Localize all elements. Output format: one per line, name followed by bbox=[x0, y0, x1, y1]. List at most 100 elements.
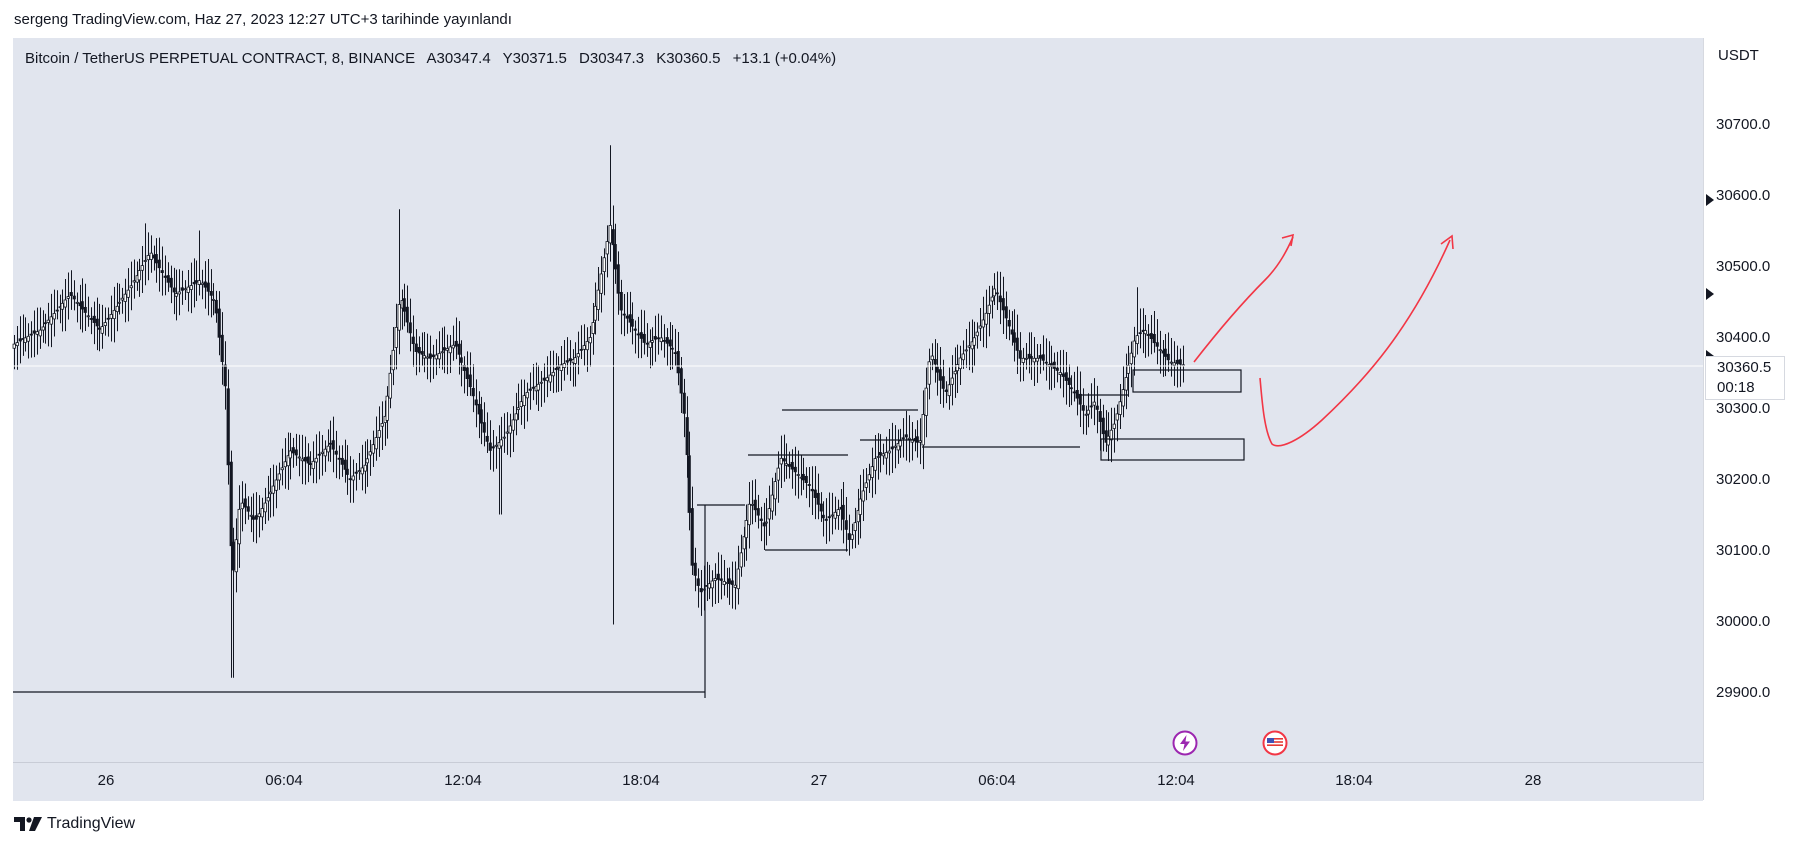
curved-arrow-annotation[interactable] bbox=[1259, 239, 1451, 447]
candle-down bbox=[531, 386, 535, 389]
candle-up bbox=[876, 456, 880, 458]
candle-up bbox=[1172, 362, 1176, 366]
candle-up bbox=[149, 252, 153, 260]
candle-down bbox=[1064, 372, 1068, 381]
candle-down bbox=[847, 533, 851, 540]
us-flag-event-icon[interactable] bbox=[1262, 730, 1288, 756]
candle-up bbox=[784, 463, 788, 466]
candle-down bbox=[625, 315, 629, 319]
candle-up bbox=[779, 457, 783, 465]
time-axis[interactable] bbox=[13, 762, 1703, 801]
candle-up bbox=[924, 387, 928, 416]
candle-up bbox=[573, 357, 577, 364]
candle-up bbox=[930, 355, 934, 361]
candle-up bbox=[1135, 335, 1139, 345]
price-axis[interactable] bbox=[1703, 38, 1790, 800]
candle-down bbox=[998, 295, 1002, 303]
candle-up bbox=[283, 461, 287, 468]
candle-up bbox=[240, 502, 244, 510]
candle-up bbox=[830, 514, 834, 517]
candle-down bbox=[214, 299, 218, 314]
ohlc-high: Y30371.5 bbox=[502, 50, 567, 67]
candle-down bbox=[1138, 332, 1142, 335]
candle-down bbox=[209, 291, 213, 296]
candle-down bbox=[1078, 393, 1082, 405]
candle-down bbox=[169, 277, 173, 288]
ohlc-low: D30347.3 bbox=[579, 50, 645, 67]
candle-up bbox=[363, 464, 367, 472]
candle-up bbox=[918, 440, 922, 443]
candle-down bbox=[308, 463, 312, 465]
candle-up bbox=[1115, 413, 1119, 421]
candle-down bbox=[442, 347, 446, 351]
candle-up bbox=[249, 514, 253, 517]
candle-up bbox=[605, 241, 609, 255]
up-arrow-annotation[interactable] bbox=[1193, 236, 1294, 363]
candle-up bbox=[323, 448, 327, 457]
candle-up bbox=[1143, 330, 1147, 335]
candle-down bbox=[1038, 355, 1042, 359]
candle-down bbox=[206, 282, 210, 292]
tradingview-brand[interactable]: TradingView bbox=[14, 815, 135, 833]
candle-up bbox=[984, 312, 988, 325]
lightning-event-icon[interactable] bbox=[1172, 730, 1198, 756]
time-label: 12:04 bbox=[444, 772, 482, 789]
candle-up bbox=[596, 289, 600, 310]
candle-up bbox=[536, 383, 540, 391]
candle-up bbox=[146, 255, 150, 261]
candle-down bbox=[807, 484, 811, 486]
candle-down bbox=[801, 473, 805, 481]
candle-down bbox=[944, 389, 948, 392]
candle-up bbox=[1035, 357, 1039, 362]
candle-up bbox=[183, 288, 187, 291]
candle-down bbox=[699, 588, 703, 593]
candle-up bbox=[126, 289, 130, 298]
candle-up bbox=[508, 425, 512, 434]
candle-down bbox=[1018, 350, 1022, 359]
supply-demand-box[interactable] bbox=[1132, 369, 1242, 393]
candle-up bbox=[360, 467, 364, 475]
price-label: 30600.0 bbox=[1716, 187, 1771, 204]
candle-up bbox=[1158, 349, 1162, 352]
candle-down bbox=[465, 367, 469, 380]
candle-up bbox=[585, 341, 589, 351]
candle-down bbox=[1061, 373, 1065, 377]
candle-down bbox=[810, 488, 814, 492]
tradingview-logo-icon bbox=[14, 817, 42, 831]
candle-down bbox=[1098, 411, 1102, 422]
candle-up bbox=[927, 361, 931, 385]
candle-down bbox=[1163, 348, 1167, 357]
candle-down bbox=[528, 388, 532, 391]
candle-down bbox=[331, 440, 335, 450]
symbol-name[interactable]: Bitcoin / TetherUS PERPETUAL CONTRACT, 8… bbox=[25, 50, 416, 67]
candle-up bbox=[505, 431, 509, 434]
candle-up bbox=[710, 580, 714, 589]
candle-down bbox=[645, 342, 649, 345]
candle-up bbox=[747, 503, 751, 526]
candle-up bbox=[391, 349, 395, 371]
candle-down bbox=[402, 298, 406, 312]
candle-down bbox=[468, 374, 472, 388]
candle-down bbox=[462, 364, 466, 371]
candle-down bbox=[1149, 333, 1153, 340]
candle-up bbox=[15, 342, 19, 347]
candle-up bbox=[46, 319, 50, 323]
candle-down bbox=[92, 315, 96, 323]
candle-up bbox=[659, 337, 663, 343]
candle-down bbox=[1175, 359, 1179, 364]
candle-down bbox=[719, 578, 723, 581]
price-label: 30700.0 bbox=[1716, 116, 1771, 133]
candle-down bbox=[340, 457, 344, 465]
candle-up bbox=[260, 508, 264, 518]
candle-up bbox=[60, 302, 64, 310]
candle-down bbox=[337, 457, 341, 460]
candle-up bbox=[887, 450, 891, 454]
candle-down bbox=[941, 376, 945, 389]
candle-up bbox=[200, 282, 204, 285]
supply-demand-box[interactable] bbox=[1100, 438, 1245, 461]
candle-up bbox=[63, 299, 67, 308]
candle-down bbox=[488, 442, 492, 451]
chart-pane[interactable] bbox=[13, 38, 1703, 762]
candle-down bbox=[1004, 306, 1008, 319]
candle-up bbox=[186, 286, 190, 293]
